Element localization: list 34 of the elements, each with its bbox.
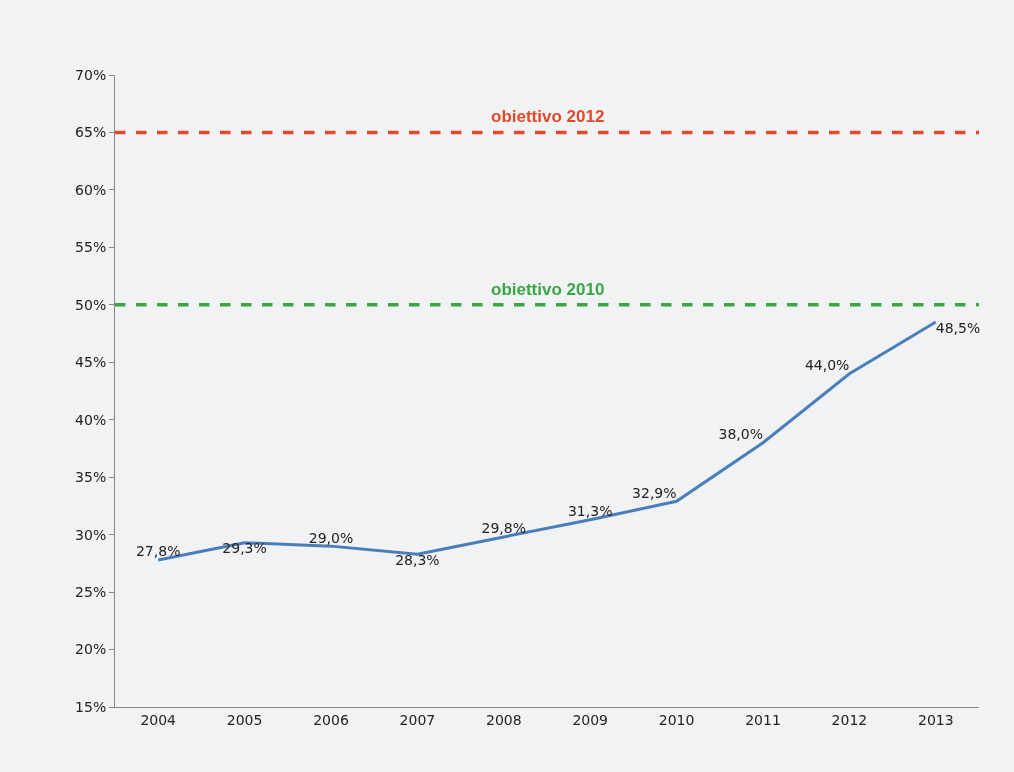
data-label: 29,8% xyxy=(481,520,527,537)
x-tick-label: 2011 xyxy=(745,711,781,728)
y-tick-label: 15% xyxy=(75,698,107,715)
y-tick-label: 50% xyxy=(75,296,107,313)
data-label: 48,5% xyxy=(935,319,981,336)
x-tick-label: 2007 xyxy=(399,711,436,728)
x-tick-label: 2008 xyxy=(485,711,522,728)
x-tick-label: 2006 xyxy=(313,711,349,728)
data-label: 28,3% xyxy=(395,551,440,568)
y-tick-label: 45% xyxy=(75,354,107,371)
x-tick-label: 2005 xyxy=(226,711,263,728)
ref-line-label: obiettivo 2012 xyxy=(491,107,605,126)
x-tick-label: 2013 xyxy=(917,711,954,728)
data-label: 32,9% xyxy=(632,484,677,501)
y-tick-label: 55% xyxy=(75,239,107,256)
y-tick-label: 60% xyxy=(75,181,107,198)
data-label: 29,3% xyxy=(222,540,267,557)
x-tick-label: 2004 xyxy=(140,711,177,728)
x-tick-label: 2009 xyxy=(572,711,609,728)
y-tick-label: 65% xyxy=(75,124,107,141)
y-tick-label: 20% xyxy=(75,641,107,658)
data-label: 29,0% xyxy=(308,529,354,546)
y-tick-label: 35% xyxy=(75,469,107,486)
x-tick-label: 2010 xyxy=(658,711,695,728)
x-tick-label: 2012 xyxy=(831,711,868,728)
y-tick-label: 40% xyxy=(75,411,107,428)
y-tick-label: 70% xyxy=(75,66,107,83)
y-tick-label: 25% xyxy=(75,583,107,600)
data-label: 27,8% xyxy=(135,543,181,560)
ref-line-label: obiettivo 2010 xyxy=(491,280,605,299)
data-label: 31,3% xyxy=(567,503,613,520)
data-label: 38,0% xyxy=(718,426,763,443)
y-tick-label: 30% xyxy=(75,526,107,543)
data-label: 44,0% xyxy=(804,357,850,374)
